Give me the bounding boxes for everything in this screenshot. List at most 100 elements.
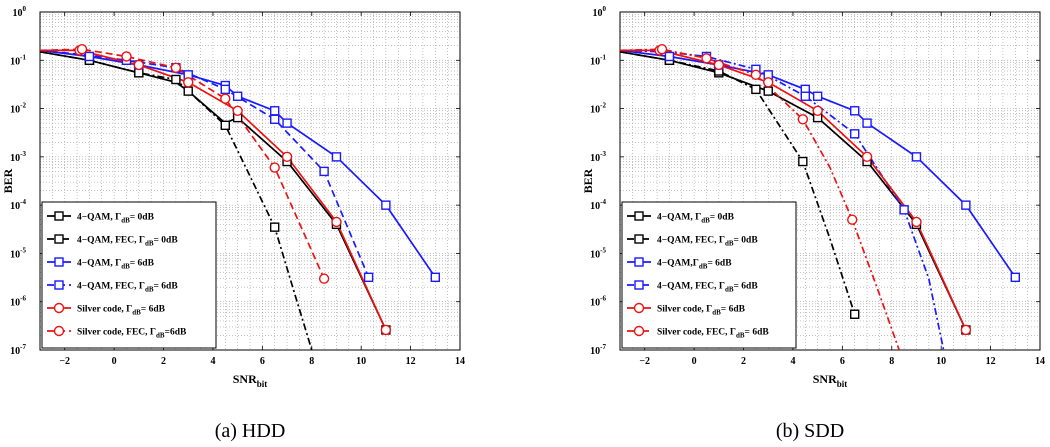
y-tick-label: 10-3 (590, 150, 606, 164)
legend-marker (54, 211, 64, 221)
data-point-5 (911, 216, 922, 228)
plot-frame (619, 11, 1041, 351)
data-point-5 (133, 59, 145, 71)
data-point-3 (84, 51, 95, 62)
data-point-6 (797, 114, 809, 125)
y-tick-label: 10-6 (10, 295, 26, 309)
legend-label: 4−QAM, FEC, ΓdB= 0dB (77, 236, 178, 248)
data-point-6 (220, 93, 231, 104)
x-axis-label: SNRbit (233, 372, 268, 389)
y-tick-label: 10-5 (10, 246, 26, 260)
data-point-4 (220, 84, 230, 95)
x-tick-label: 12 (986, 356, 996, 367)
x-tick-label: 6 (840, 356, 845, 367)
x-tick-label: −2 (59, 356, 70, 367)
legend-label: 4−QAM, FEC, ΓdB= 0dB (657, 236, 758, 248)
data-point-4 (899, 205, 909, 215)
data-point-3 (961, 200, 971, 210)
series-group (40, 43, 440, 350)
data-point-5 (960, 324, 972, 336)
x-tick-label: −2 (639, 356, 650, 367)
legend-box (41, 201, 217, 349)
data-point-5 (232, 105, 243, 116)
y-tick-label: 10-7 (590, 343, 606, 357)
data-point-2 (798, 156, 808, 167)
data-point-3 (282, 118, 292, 128)
data-point-6 (318, 273, 330, 284)
y-tick-label: 10-6 (590, 295, 606, 309)
x-tick-label: 12 (406, 356, 416, 367)
data-point-4 (363, 272, 374, 283)
x-tick-label: 10 (356, 356, 366, 367)
x-tick-label: 6 (260, 356, 265, 367)
legend-marker (53, 302, 65, 314)
y-tick-label: 10-2 (10, 102, 26, 116)
data-point-4 (270, 114, 280, 124)
data-point-3 (381, 200, 391, 210)
x-tick-label: 4 (790, 356, 795, 367)
data-point-1 (183, 86, 193, 96)
data-point-6 (750, 69, 762, 81)
data-point-6 (76, 43, 88, 55)
data-point-2 (850, 309, 860, 319)
x-tick-label: 2 (161, 356, 166, 367)
legend-marker (634, 257, 644, 267)
legend-label: 4−QAM, FEC, ΓdB= 6dB (657, 282, 758, 294)
data-point-5 (331, 216, 342, 228)
legend-label: 4−QAM,ΓdB= 6dB (657, 259, 732, 271)
x-tick-label: 0 (112, 356, 117, 367)
legend-marker (53, 325, 65, 337)
legend-label: Silver code, ΓdB= 6dB (657, 305, 746, 317)
figure-caption: (a) HDD (215, 420, 286, 442)
data-point-2 (751, 84, 761, 95)
data-point-3 (1010, 272, 1020, 283)
y-tick-label: 10-7 (10, 343, 26, 357)
data-point-3 (331, 152, 342, 162)
data-point-3 (430, 272, 440, 283)
y-tick-label: 10-1 (590, 53, 606, 67)
chart-panel-1: −2 0 2 4 6 8 10 12 14 100 10-1 10-2 10-3 10-4 10-5 10-6… (1, 5, 465, 442)
legend-marker (54, 280, 64, 290)
data-point-3 (911, 152, 922, 162)
data-point-5 (861, 151, 873, 163)
data-point-6 (847, 214, 858, 225)
data-point-3 (850, 106, 860, 116)
series-line-4 (40, 49, 370, 278)
series-line-6 (620, 48, 901, 350)
data-point-3 (232, 91, 243, 101)
figure-caption: (b) SDD (776, 420, 844, 442)
y-axis-label: BER (1, 168, 15, 193)
y-tick-label: 100 (593, 5, 607, 19)
legend-marker (54, 234, 64, 244)
x-tick-label: 14 (455, 356, 465, 367)
data-point-6 (121, 51, 132, 62)
legend-label: 4−QAM, ΓdB= 0dB (657, 213, 735, 225)
legend-marker (634, 211, 644, 221)
x-tick-label: 10 (936, 356, 946, 367)
y-tick-label: 10-1 (10, 53, 26, 67)
data-point-5 (281, 151, 293, 163)
data-point-3 (862, 118, 872, 128)
series-group (620, 43, 1020, 350)
data-point-5 (713, 59, 725, 71)
legend-marker (633, 325, 645, 337)
x-axis-label: SNRbit (813, 372, 848, 389)
x-tick-label: 8 (889, 356, 894, 367)
x-tick-label: 2 (741, 356, 746, 367)
legend-marker (54, 257, 64, 267)
legend-label: Silver code, FEC, ΓdB=6dB (77, 328, 187, 340)
legend-label: 4−QAM, ΓdB= 6dB (77, 259, 155, 271)
legend-label: Silver code, ΓdB= 6dB (77, 305, 166, 317)
data-point-6 (269, 162, 280, 173)
legend: 4−QAM, ΓdB= 0dB 4−QAM, FEC, ΓdB= 0dB 4−QAM… (621, 201, 797, 349)
x-tick-label: 8 (309, 356, 314, 367)
legend-marker (634, 234, 644, 244)
data-point-6 (701, 53, 712, 64)
data-point-5 (183, 77, 194, 88)
y-tick-label: 10-5 (590, 246, 606, 260)
data-point-4 (850, 129, 860, 139)
data-point-4 (800, 91, 810, 101)
data-point-3 (664, 51, 675, 62)
data-point-6 (656, 43, 668, 55)
